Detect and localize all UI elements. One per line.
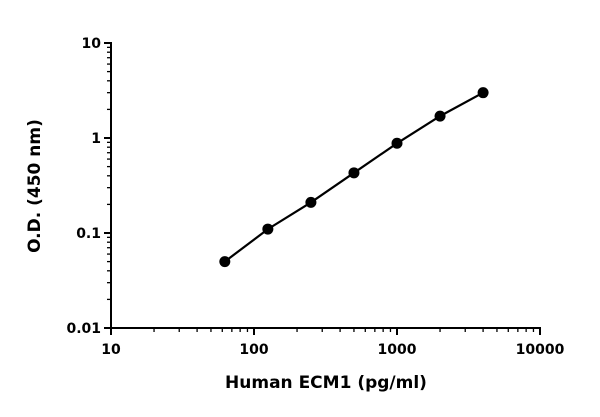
x-tick-label: 10000 xyxy=(516,342,565,358)
x-tick-label: 100 xyxy=(239,342,268,358)
data-point xyxy=(391,137,403,149)
x-axis-label: Human ECM1 (pg/ml) xyxy=(225,373,427,393)
y-tick-label: 1 xyxy=(91,131,101,147)
axes xyxy=(104,42,541,335)
data-point xyxy=(262,223,274,235)
y-tick-label: 0.1 xyxy=(76,226,101,242)
data-point xyxy=(348,167,360,179)
data-series xyxy=(219,87,489,268)
x-tick-label: 1000 xyxy=(378,342,417,358)
data-point xyxy=(305,196,317,208)
x-tick-label: 10 xyxy=(101,342,121,358)
data-point xyxy=(434,110,446,122)
tick-labels: 10 100 1000 10000 0.01 0.1 1 10 xyxy=(66,36,564,358)
data-point xyxy=(477,87,489,99)
y-tick-label: 10 xyxy=(82,36,102,52)
data-point xyxy=(219,256,231,268)
y-tick-label: 0.01 xyxy=(66,321,101,337)
y-axis-label: O.D. (450 nm) xyxy=(25,119,45,253)
